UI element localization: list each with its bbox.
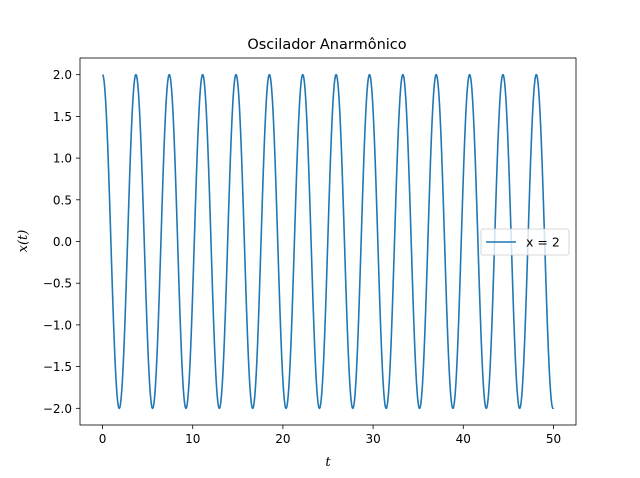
x-tick-label: 10 bbox=[185, 432, 200, 446]
chart-title: Oscilador Anarmônico bbox=[247, 37, 406, 53]
y-tick-label: 1.5 bbox=[53, 110, 72, 124]
y-tick-label: 1.0 bbox=[53, 152, 72, 166]
y-tick-label: −1.0 bbox=[43, 318, 72, 332]
y-axis-label: x(t) bbox=[16, 230, 31, 253]
y-tick-label: 2.0 bbox=[53, 68, 72, 82]
x-tick-label: 50 bbox=[546, 432, 561, 446]
x-axis: 0 10 20 30 40 50 bbox=[99, 425, 561, 446]
legend: x = 2 bbox=[480, 228, 570, 256]
x-tick-label: 40 bbox=[456, 432, 471, 446]
y-tick-label: 0.5 bbox=[53, 193, 72, 207]
x-tick-label: 30 bbox=[365, 432, 380, 446]
y-axis: −2.0 −1.5 −1.0 −0.5 0.0 0.5 1.0 1.5 2.0 bbox=[43, 68, 80, 416]
x-tick-label: 20 bbox=[275, 432, 290, 446]
legend-entry-label: x = 2 bbox=[526, 235, 560, 250]
x-tick-label: 0 bbox=[99, 432, 107, 446]
legend-box bbox=[480, 228, 570, 256]
series-layer bbox=[101, 73, 555, 410]
y-tick-label: −2.0 bbox=[43, 402, 72, 416]
y-tick-label: −1.5 bbox=[43, 360, 72, 374]
series-line-0 bbox=[101, 73, 555, 410]
y-tick-label: −0.5 bbox=[43, 277, 72, 291]
x-axis-label: t bbox=[325, 455, 331, 470]
y-tick-label: 0.0 bbox=[53, 235, 72, 249]
